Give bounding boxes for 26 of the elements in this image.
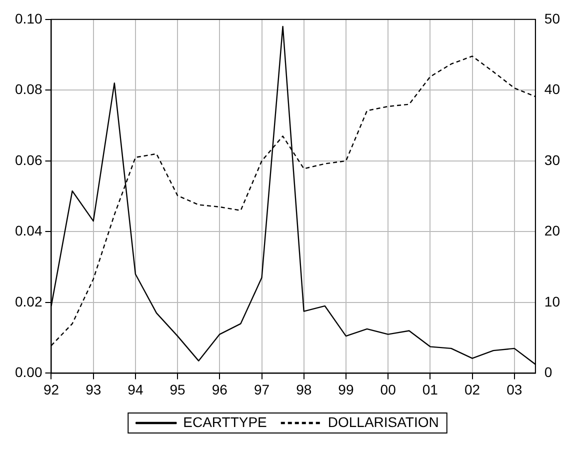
- x-tick-label: 96: [212, 381, 228, 398]
- x-tick-label: 93: [86, 381, 102, 398]
- y-tick-label: 0.02: [15, 293, 42, 310]
- y-tick-label: 0.08: [15, 81, 42, 98]
- x-tick-label: 92: [43, 381, 60, 398]
- y-tick-label: 0.10: [15, 10, 42, 26]
- x-tick-label: 02: [464, 381, 480, 398]
- legend-label: ECARTTYPE: [183, 414, 267, 430]
- x-tick-label: 01: [422, 381, 438, 398]
- y-tick-label: 0.06: [15, 152, 42, 168]
- y2-tick-label: 0: [544, 364, 552, 380]
- x-tick-label: 03: [506, 381, 522, 398]
- x-tick-label: 00: [380, 381, 396, 398]
- x-tick-label: 94: [128, 381, 144, 398]
- x-tick-label: 98: [296, 381, 312, 398]
- x-tick-label: 97: [254, 381, 270, 398]
- y-tick-label: 0.00: [15, 364, 42, 380]
- legend-label: DOLLARISATION: [328, 414, 439, 430]
- y2-tick-label: 20: [544, 222, 560, 239]
- y-tick-label: 0.04: [15, 222, 42, 239]
- y2-tick-label: 30: [544, 152, 560, 168]
- y2-tick-label: 50: [544, 10, 560, 26]
- y2-tick-label: 10: [544, 293, 560, 310]
- x-tick-label: 99: [338, 381, 354, 398]
- y2-tick-label: 40: [544, 81, 560, 98]
- x-tick-label: 95: [170, 381, 186, 398]
